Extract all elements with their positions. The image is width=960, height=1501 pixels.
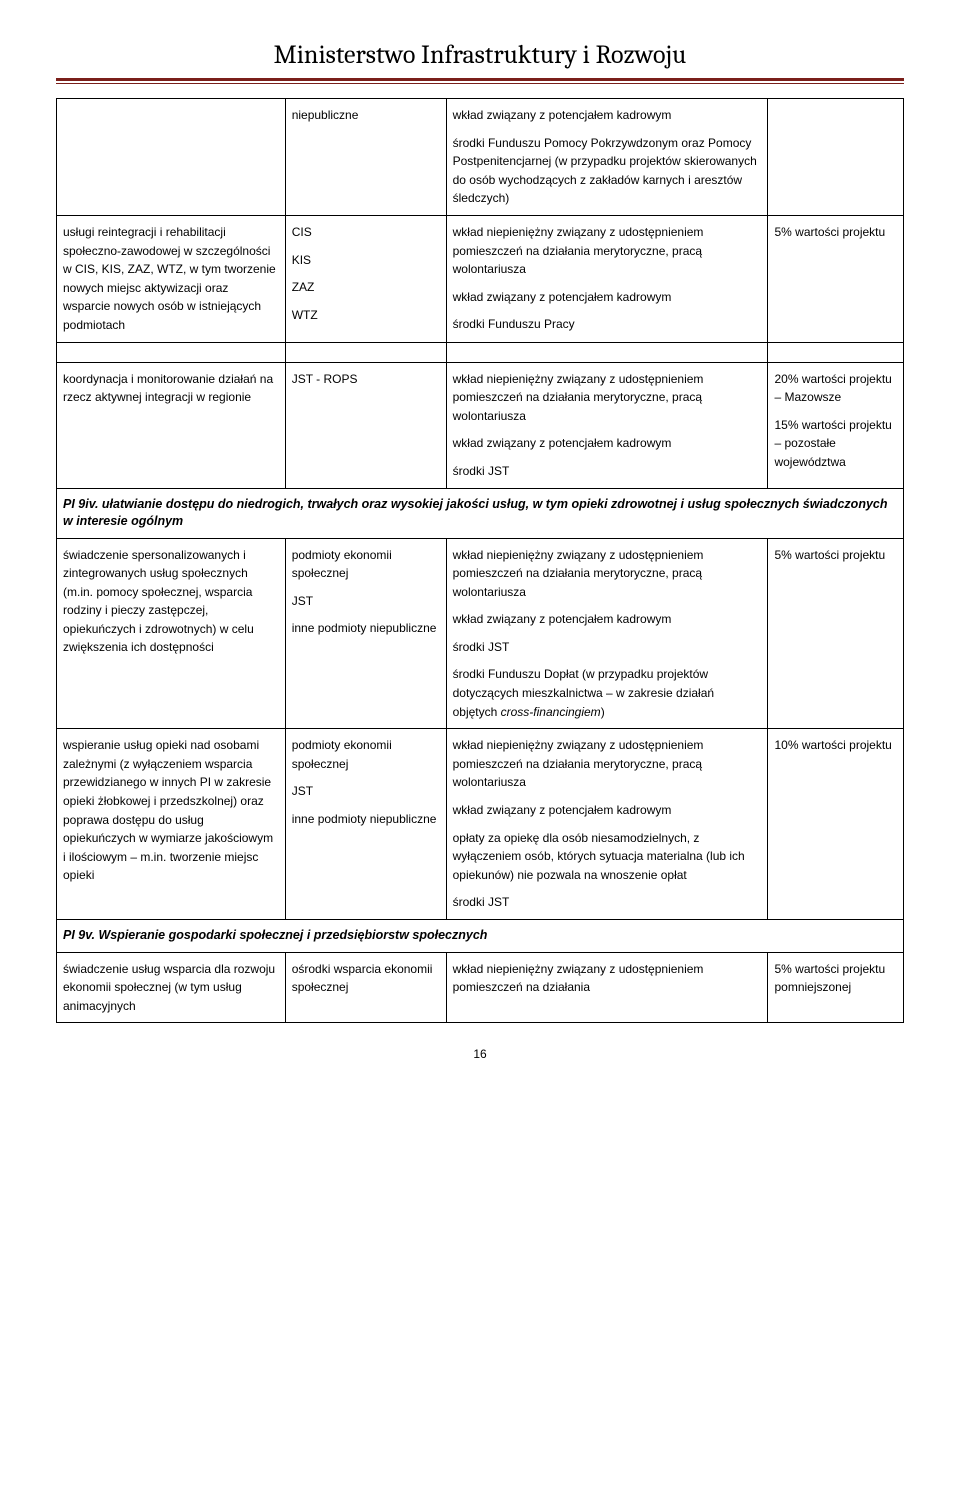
cell-text: wkład związany z potencjałem kadrowym: [453, 610, 762, 629]
col-entity: podmioty ekonomii społecznej JST inne podm…: [285, 729, 446, 920]
col-value: 10% wartości projektu: [768, 729, 904, 920]
col-contribution: wkład niepieniężny związany z udostępnie…: [446, 362, 768, 488]
cell-text: 10% wartości projektu: [774, 736, 897, 755]
cell-text: wkład związany z potencjałem kadrowym: [453, 801, 762, 820]
cell-text: wkład związany z potencjałem kadrowym: [453, 288, 762, 307]
cell-text: środki Funduszu Pracy: [453, 315, 762, 334]
section-title: PI 9v. Wspieranie gospodarki społecznej …: [57, 920, 904, 953]
col-action: [57, 99, 286, 216]
page-title: Ministerstwo Infrastruktury i Rozwoju: [56, 40, 904, 70]
cell-text: 15% wartości projektu – pozostałe wojewó…: [774, 416, 897, 472]
col-action: usługi reintegracji i rehabilitacji społ…: [57, 215, 286, 342]
col-entity: JST - ROPS: [285, 362, 446, 488]
cell-text: środki Funduszu Pomocy Pokrzywdzonym ora…: [453, 134, 762, 208]
col-action: świadczenie usług wsparcia dla rozwoju e…: [57, 952, 286, 1023]
main-table: niepubliczne wkład związany z potencjałem…: [56, 98, 904, 1023]
page: Ministerstwo Infrastruktury i Rozwoju ni…: [0, 0, 960, 1091]
col-action: wspieranie usług opieki nad osobami zale…: [57, 729, 286, 920]
cell-text: wkład niepieniężny związany z udostępnie…: [453, 370, 762, 426]
cell-text: 5% wartości projektu pomniejszonej: [774, 960, 897, 997]
cell-text: CIS: [292, 223, 440, 242]
cell-text: świadczenie spersonalizowanych i zintegr…: [63, 546, 279, 658]
col-value: 5% wartości projektu: [768, 215, 904, 342]
table-row: świadczenie usług wsparcia dla rozwoju e…: [57, 952, 904, 1023]
cell-text: środki JST: [453, 638, 762, 657]
cell-text: wkład związany z potencjałem kadrowym: [453, 434, 762, 453]
cell-text: świadczenie usług wsparcia dla rozwoju e…: [63, 960, 279, 1016]
cell-text: niepubliczne: [292, 106, 440, 125]
cell-text: wkład związany z potencjałem kadrowym: [453, 106, 762, 125]
col-value: [768, 99, 904, 216]
col-entity: ośrodki wsparcia ekonomii społecznej: [285, 952, 446, 1023]
cell-text: wkład niepieniężny związany z udostępnie…: [453, 960, 762, 997]
cell-text: 5% wartości projektu: [774, 223, 897, 242]
header-rule: [56, 78, 904, 84]
cell-text: ZAZ: [292, 278, 440, 297]
col-contribution: wkład niepieniężny związany z udostępnie…: [446, 729, 768, 920]
cell-text: środki JST: [453, 462, 762, 481]
section-header-row: PI 9v. Wspieranie gospodarki społecznej …: [57, 920, 904, 953]
cell-text: ośrodki wsparcia ekonomii społecznej: [292, 960, 440, 997]
cell-text: KIS: [292, 251, 440, 270]
cell-text: JST: [292, 782, 440, 801]
col-value: 5% wartości projektu: [768, 538, 904, 729]
cell-text: wspieranie usług opieki nad osobami zale…: [63, 736, 279, 885]
col-contribution: wkład związany z potencjałem kadrowym śro…: [446, 99, 768, 216]
cell-text: inne podmioty niepubliczne: [292, 619, 440, 638]
table-row: niepubliczne wkład związany z potencjałem…: [57, 99, 904, 216]
col-action: świadczenie spersonalizowanych i zintegr…: [57, 538, 286, 729]
cell-text: inne podmioty niepubliczne: [292, 810, 440, 829]
col-entity: podmioty ekonomii społecznej JST inne podm…: [285, 538, 446, 729]
cell-text: podmioty ekonomii społecznej: [292, 736, 440, 773]
table-row: wspieranie usług opieki nad osobami zale…: [57, 729, 904, 920]
col-entity: CIS KIS ZAZ WTZ: [285, 215, 446, 342]
cell-text: wkład niepieniężny związany z udostępnie…: [453, 546, 762, 602]
table-row: świadczenie spersonalizowanych i zintegr…: [57, 538, 904, 729]
cell-text: JST: [292, 592, 440, 611]
cell-text: wkład niepieniężny związany z udostępnie…: [453, 736, 762, 792]
cell-text: opłaty za opiekę dla osób niesamodzielny…: [453, 829, 762, 885]
col-contribution: wkład niepieniężny związany z udostępnie…: [446, 538, 768, 729]
col-entity: niepubliczne: [285, 99, 446, 216]
cell-text: środki JST: [453, 893, 762, 912]
col-contribution: wkład niepieniężny związany z udostępnie…: [446, 952, 768, 1023]
cell-text: podmioty ekonomii społecznej: [292, 546, 440, 583]
page-header: Ministerstwo Infrastruktury i Rozwoju: [56, 40, 904, 70]
cell-text: 5% wartości projektu: [774, 546, 897, 565]
cell-text: koordynacja i monitorowanie działań na r…: [63, 370, 279, 407]
col-action: koordynacja i monitorowanie działań na r…: [57, 362, 286, 488]
page-number: 16: [56, 1047, 904, 1061]
cell-text: usługi reintegracji i rehabilitacji społ…: [63, 223, 279, 335]
col-contribution: wkład niepieniężny związany z udostępnie…: [446, 215, 768, 342]
cell-text: wkład niepieniężny związany z udostępnie…: [453, 223, 762, 279]
cell-text: JST - ROPS: [292, 370, 440, 389]
col-value: 5% wartości projektu pomniejszonej: [768, 952, 904, 1023]
table-row: koordynacja i monitorowanie działań na r…: [57, 362, 904, 488]
section-header-row: PI 9iv. ułatwianie dostępu do niedrogich…: [57, 488, 904, 538]
col-value: 20% wartości projektu – Mazowsze 15% wart…: [768, 362, 904, 488]
cell-text: 20% wartości projektu – Mazowsze: [774, 370, 897, 407]
spacer-row: [57, 342, 904, 362]
section-title: PI 9iv. ułatwianie dostępu do niedrogich…: [57, 488, 904, 538]
cell-text: WTZ: [292, 306, 440, 325]
table-row: usługi reintegracji i rehabilitacji społ…: [57, 215, 904, 342]
cell-text: środki Funduszu Dopłat (w przypadku proj…: [453, 665, 762, 721]
